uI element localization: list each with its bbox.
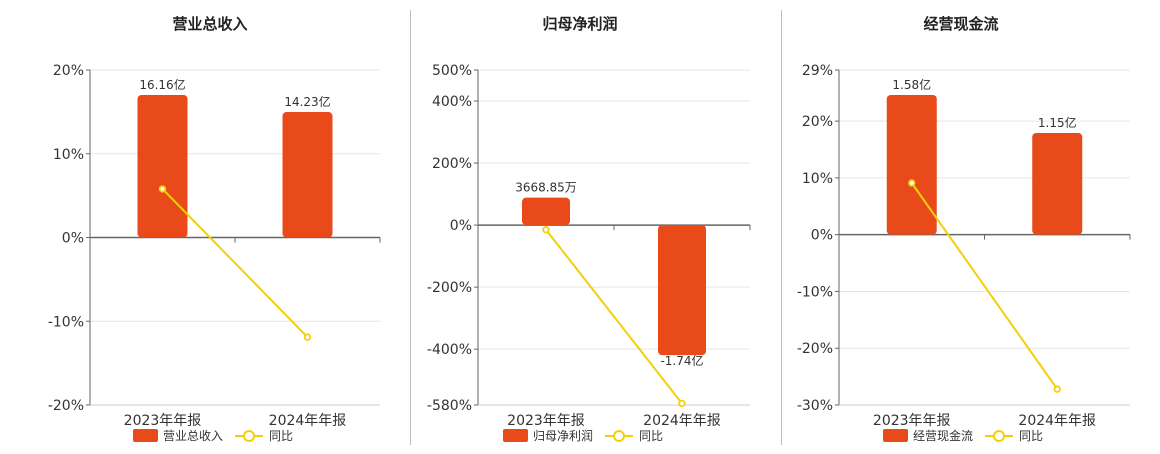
yoy-point: [678, 399, 686, 408]
y-tick-label: 0%: [811, 228, 833, 244]
y-tick-label: -20%: [48, 398, 84, 414]
y-tick-label: 400%: [432, 94, 472, 110]
x-tick-label: 2024年年报: [1018, 413, 1096, 429]
legend-line-marker: [613, 430, 625, 442]
bar: [522, 197, 570, 226]
y-tick-label: -30%: [797, 398, 833, 414]
yoy-point: [303, 333, 312, 341]
y-tick-label: -10%: [797, 284, 833, 300]
y-tick-label: 10%: [53, 147, 84, 163]
y-tick-label: -400%: [427, 342, 472, 358]
legend-bar-label: 归母净利润: [533, 429, 593, 443]
y-tick-label: -580%: [427, 398, 472, 414]
legend-line-label: 同比: [1019, 429, 1043, 443]
y-tick-label: 29%: [802, 63, 833, 79]
panel-divider: [410, 10, 411, 445]
y-tick-label: 0%: [450, 218, 472, 234]
legend-bar-label: 营业总收入: [163, 429, 223, 443]
chart-title: 营业总收入: [172, 15, 247, 33]
y-tick-label: 500%: [432, 63, 472, 79]
net-profit-chart: 归母净利润 500% 400% 200% 0% -200% -400% -580% 2023年年…: [427, 15, 751, 443]
bar: [282, 112, 333, 238]
y-tick-label: -10%: [48, 314, 84, 330]
legend-line-label: 同比: [269, 429, 293, 443]
legend-bar-swatch: [503, 429, 528, 442]
legend-line-marker: [243, 430, 255, 442]
bar-data-label: 1.58亿: [892, 77, 931, 92]
bar: [1032, 133, 1083, 235]
legend-bar-swatch: [883, 429, 908, 442]
yoy-point: [908, 179, 916, 187]
y-tick-label: 10%: [802, 171, 833, 187]
yoy-line: [545, 229, 683, 405]
x-tick-label: 2023年年报: [507, 413, 585, 429]
x-tick-label: 2024年年报: [269, 413, 347, 429]
net-profit-chart-panel: 归母净利润 500% 400% 200% 0% -200% -400% -580% 2023年年…: [411, 0, 781, 450]
chart-title: 经营现金流: [923, 15, 998, 33]
yoy-line: [161, 188, 309, 338]
bar-data-label: 14.23亿: [284, 94, 330, 109]
y-tick-label: 20%: [802, 114, 833, 130]
bar: [886, 95, 937, 235]
cash-flow-chart-panel: 经营现金流 29% 20% 10% 0% -10% -20% -30% 2023年年报 2024年…: [782, 0, 1160, 450]
bar-data-label: 1.15亿: [1038, 115, 1077, 130]
revenue-chart: 营业总收入 20% 10% 0% -10% -20% 2023年年报 2024年年报 16.16…: [48, 15, 381, 443]
yoy-point: [1053, 385, 1061, 393]
y-tick-label: 0%: [62, 231, 84, 247]
y-tick-label: -20%: [797, 341, 833, 357]
legend-line-marker: [993, 430, 1005, 442]
bar-data-label: 16.16亿: [139, 77, 185, 92]
bar: [137, 95, 188, 238]
yoy-line: [910, 182, 1059, 390]
revenue-chart-panel: 营业总收入 20% 10% 0% -10% -20% 2023年年报 2024年年报 16.16…: [0, 0, 410, 450]
yoy-point: [158, 185, 167, 193]
bar-data-label: 3668.85万: [515, 181, 577, 195]
x-tick-label: 2024年年报: [643, 413, 721, 429]
x-tick-label: 2023年年报: [873, 413, 951, 429]
cash-flow-chart: 经营现金流 29% 20% 10% 0% -10% -20% -30% 2023年年报 2024年…: [797, 15, 1131, 443]
legend-bar-label: 经营现金流: [913, 428, 973, 443]
legend-bar-swatch: [133, 429, 158, 442]
chart-title: 归母净利润: [542, 15, 617, 33]
yoy-point: [542, 226, 550, 234]
bar: [658, 225, 706, 356]
y-tick-label: -200%: [427, 280, 472, 296]
y-tick-label: 20%: [53, 63, 84, 79]
bar-data-label: -1.74亿: [660, 353, 703, 368]
panel-divider: [781, 10, 782, 445]
legend-line-label: 同比: [639, 429, 663, 443]
x-tick-label: 2023年年报: [124, 413, 202, 429]
y-tick-label: 200%: [432, 156, 472, 172]
